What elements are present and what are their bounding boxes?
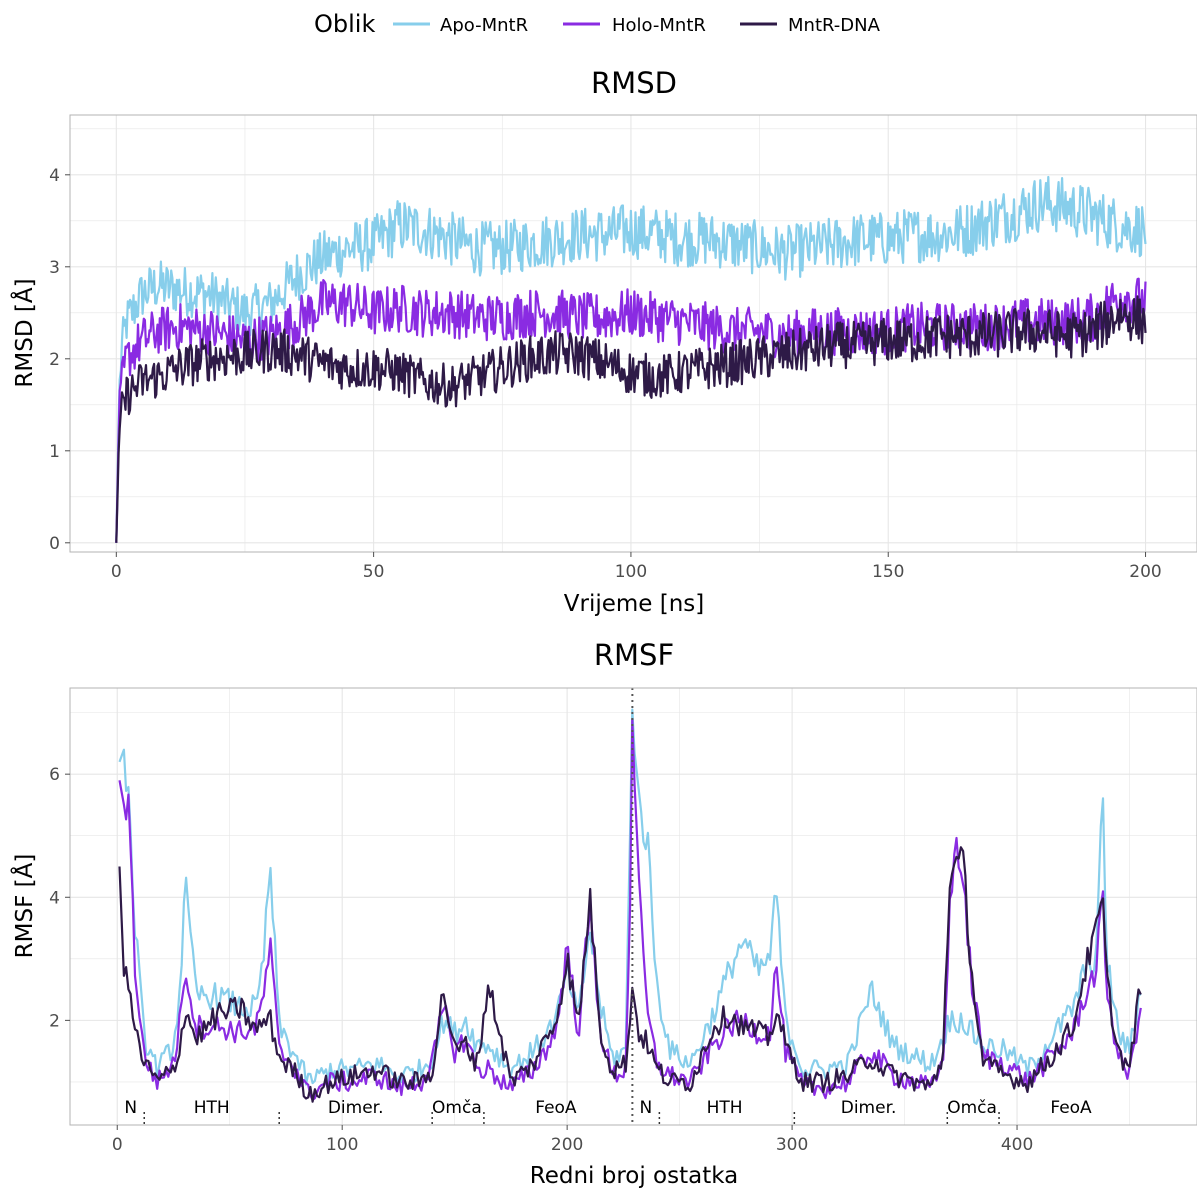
y-tick-label: 3 xyxy=(49,258,60,278)
x-tick-label: 300 xyxy=(776,1135,808,1155)
x-tick-label: 100 xyxy=(615,562,647,582)
x-tick-label: 0 xyxy=(111,562,122,582)
region-label: Dimer. xyxy=(841,1098,897,1118)
x-tick-label: 0 xyxy=(112,1135,123,1155)
rmsd-y-axis-title: RMSD [Å] xyxy=(10,278,38,387)
x-tick-label: 50 xyxy=(363,562,385,582)
legend-label-apo: Apo-MntR xyxy=(440,15,528,36)
region-label: N xyxy=(124,1098,137,1118)
region-label: Dimer. xyxy=(328,1098,384,1118)
series-line-mntr-dna xyxy=(115,295,1147,543)
rmsf-series xyxy=(118,708,1142,1103)
y-tick-label: 2 xyxy=(49,350,60,370)
series-line-mntr-dna xyxy=(118,846,1142,1103)
y-tick-label: 4 xyxy=(49,888,60,908)
series-line-holo-mntr xyxy=(115,277,1147,543)
rmsd-x-axis-title: Vrijeme [ns] xyxy=(564,591,705,617)
rmsf-y-axis-title: RMSF [Å] xyxy=(10,854,38,959)
x-tick-label: 400 xyxy=(1001,1135,1033,1155)
rmsf-y-ticks: 2 4 6 xyxy=(49,765,70,1031)
rmsd-y-ticks: 0 1 2 3 4 xyxy=(49,166,70,554)
legend: Oblik Apo-MntR Holo-MntR MntR-DNA xyxy=(314,10,881,38)
region-label: Omča xyxy=(947,1098,997,1118)
rmsd-title: RMSD xyxy=(591,66,677,100)
y-tick-label: 4 xyxy=(49,166,60,186)
rmsf-title: RMSF xyxy=(594,638,674,672)
legend-label-dna: MntR-DNA xyxy=(788,15,881,36)
x-tick-label: 100 xyxy=(326,1135,358,1155)
rmsd-panel: RMSD 0 50 100 150 200 0 1 2 3 4 Vrijeme [ns] RMS… xyxy=(10,66,1197,617)
rmsf-panel: RMSF N HTH Dimer. Omča FeoA N HTH Dimer. Omča Feo… xyxy=(10,638,1197,1189)
x-tick-label: 150 xyxy=(872,562,904,582)
region-label: HTH xyxy=(707,1098,743,1118)
rmsf-annotations: N HTH Dimer. Omča FeoA N HTH Dimer. Omča FeoA xyxy=(124,688,1092,1125)
series-line-apo-mntr xyxy=(115,175,1147,543)
legend-title: Oblik xyxy=(314,10,375,38)
region-label: Omča xyxy=(432,1098,482,1118)
y-tick-label: 6 xyxy=(49,765,60,785)
rmsd-x-ticks: 0 50 100 150 200 xyxy=(111,552,1162,582)
rmsf-x-ticks: 0 100 200 300 400 xyxy=(112,1125,1033,1155)
rmsf-x-axis-title: Redni broj ostatka xyxy=(530,1163,739,1189)
region-label: FeoA xyxy=(535,1098,577,1118)
rmsf-plot-frame xyxy=(69,687,1197,1126)
region-label: HTH xyxy=(194,1098,230,1118)
x-tick-label: 200 xyxy=(1129,562,1161,582)
y-tick-label: 0 xyxy=(49,534,60,554)
y-tick-label: 1 xyxy=(49,442,60,462)
rmsd-series xyxy=(115,175,1147,543)
y-tick-label: 2 xyxy=(49,1011,60,1031)
region-label: N xyxy=(640,1098,653,1118)
x-tick-label: 200 xyxy=(551,1135,583,1155)
region-label: FeoA xyxy=(1050,1098,1092,1118)
rmsd-plot-frame xyxy=(69,114,1197,553)
legend-label-holo: Holo-MntR xyxy=(612,15,706,36)
